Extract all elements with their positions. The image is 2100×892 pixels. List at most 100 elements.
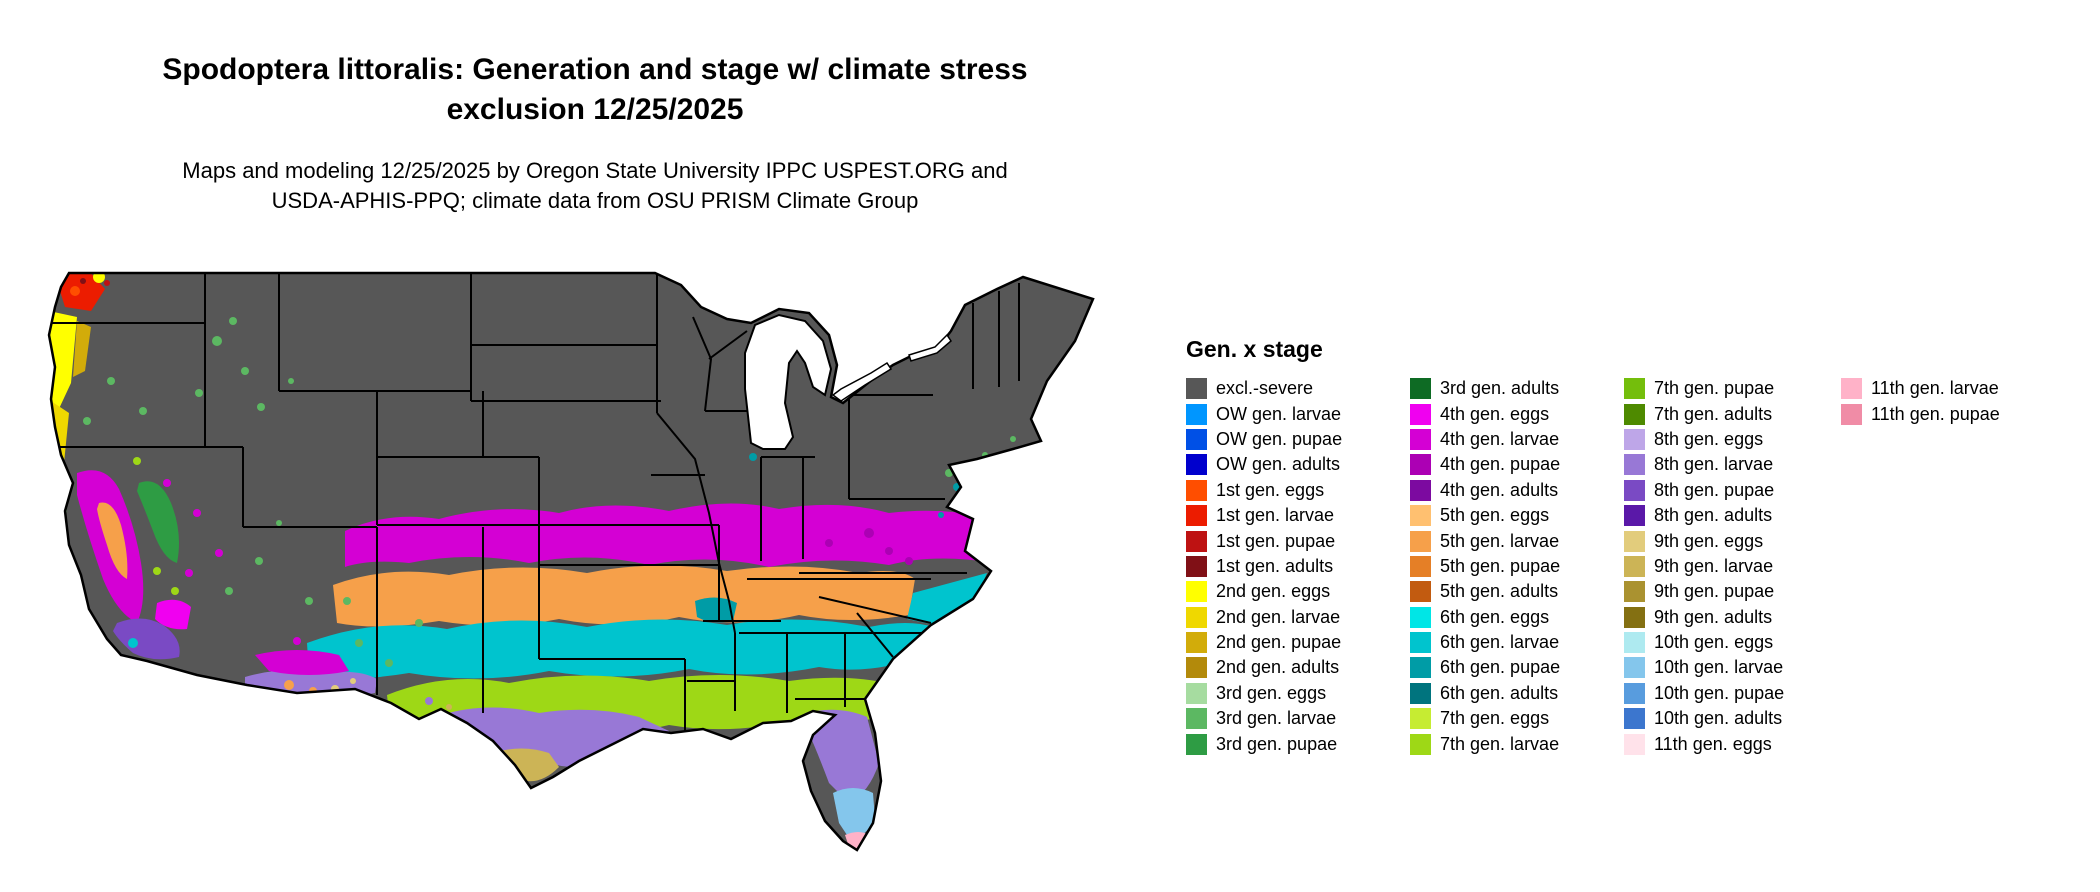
legend-swatch [1410, 378, 1431, 400]
legend-swatch [1186, 657, 1207, 679]
region-gen10-south-florida [833, 788, 875, 841]
legend-swatch [1841, 378, 1862, 400]
lake-erie [831, 361, 893, 402]
legend-item-label: 3rd gen. eggs [1216, 682, 1327, 703]
legend-item: 6th gen. eggs [1410, 605, 1560, 630]
legend-item-label: OW gen. pupae [1216, 428, 1343, 449]
legend-item: 8th gen. eggs [1624, 427, 1784, 452]
legend-item: 8th gen. larvae [1624, 452, 1784, 477]
legend-swatch [1410, 657, 1431, 679]
legend-item: 5th gen. eggs [1410, 503, 1560, 528]
legend-item-label: 4th gen. eggs [1440, 403, 1550, 424]
lake-ontario [908, 333, 952, 362]
region-green-speckles [83, 317, 1016, 667]
map-subtitle-line2: USDA-APHIS-PPQ; climate data from OSU PR… [271, 188, 919, 213]
legend-item-label: excl.-severe [1216, 378, 1314, 399]
legend-swatch [1186, 606, 1207, 628]
legend-item: 6th gen. pupae [1410, 655, 1560, 680]
legend-item: 1st gen. pupae [1186, 528, 1342, 553]
region-gen1-adults-wa-spot [80, 278, 86, 284]
legend-item: 3rd gen. pupae [1186, 731, 1342, 756]
legend-item-label: 10th gen. pupae [1654, 682, 1785, 703]
state-borders [49, 273, 1020, 733]
region-gen6-band [307, 619, 939, 679]
legend-item-label: 8th gen. larvae [1654, 454, 1774, 475]
legend-item-label: 2nd gen. adults [1216, 657, 1340, 678]
legend-item-label: 9th gen. eggs [1654, 530, 1764, 551]
region-gen6-socal-spot [128, 638, 138, 648]
legend-column-2: 3rd gen. adults 4th gen. eggs 4th gen. lar… [1410, 376, 1560, 757]
legend-column-4: 11th gen. larvae 11th gen. pupae [1841, 376, 2000, 427]
legend-item-label: 10th gen. larvae [1654, 657, 1784, 678]
legend-item: 11th gen. pupae [1841, 401, 2000, 426]
region-excluded-base [49, 273, 1093, 850]
legend-swatch [1624, 403, 1645, 425]
region-gen1-eggs-wa-spot [70, 286, 80, 296]
map-subtitle-line1: Maps and modeling 12/25/2025 by Oregon S… [182, 158, 1008, 183]
legend-item: 2nd gen. eggs [1186, 579, 1342, 604]
legend-item-label: 9th gen. adults [1654, 606, 1773, 627]
legend-swatch [1410, 454, 1431, 476]
legend-item: 3rd gen. eggs [1186, 681, 1342, 706]
legend-item-label: 11th gen. eggs [1654, 733, 1772, 754]
legend-item: 7th gen. larvae [1410, 731, 1560, 756]
legend-item-label: 9th gen. larvae [1654, 555, 1774, 576]
legend-item-label: 3rd gen. adults [1440, 378, 1560, 399]
legend-item: OW gen. pupae [1186, 427, 1342, 452]
legend-swatch [1410, 530, 1431, 552]
legend-swatch [1186, 733, 1207, 755]
legend-item: 10th gen. adults [1624, 706, 1784, 731]
legend-item-label: 11th gen. pupae [1871, 403, 2000, 424]
legend-item-label: 5th gen. eggs [1440, 505, 1550, 526]
region-gen5-band [333, 565, 915, 627]
legend-item-label: 6th gen. pupae [1440, 657, 1561, 678]
legend-item: 2nd gen. adults [1186, 655, 1342, 680]
legend-swatch [1410, 555, 1431, 577]
legend-swatch [1410, 428, 1431, 450]
legend-item: 3rd gen. larvae [1186, 706, 1342, 731]
legend-item: 10th gen. eggs [1624, 630, 1784, 655]
legend-swatch [1186, 581, 1207, 603]
legend-item-label: 1st gen. adults [1216, 555, 1334, 576]
legend-item-label: 5th gen. adults [1440, 581, 1559, 602]
map-title: Spodoptera littoralis: Generation and st… [95, 50, 1095, 130]
legend-swatch [1624, 428, 1645, 450]
legend-item: 7th gen. eggs [1410, 706, 1560, 731]
legend-item: 8th gen. pupae [1624, 478, 1784, 503]
lake-michigan-huron [744, 313, 833, 450]
legend-item-label: OW gen. larvae [1216, 403, 1342, 424]
legend-item-label: 3rd gen. pupae [1216, 733, 1338, 754]
us-map-svg [47, 271, 1095, 852]
legend-swatch [1624, 733, 1645, 755]
region-gen3-sierra [137, 481, 179, 563]
legend-item: 6th gen. adults [1410, 681, 1560, 706]
legend-item: 5th gen. larvae [1410, 528, 1560, 553]
legend-item: 8th gen. adults [1624, 503, 1784, 528]
legend-item: 7th gen. adults [1624, 401, 1784, 426]
legend-swatch [1624, 454, 1645, 476]
legend-swatch [1410, 479, 1431, 501]
legend-item-label: OW gen. adults [1216, 454, 1341, 475]
legend-item: 9th gen. larvae [1624, 554, 1784, 579]
legend-item-label: 1st gen. pupae [1216, 530, 1336, 551]
legend-item-label: 7th gen. larvae [1440, 733, 1560, 754]
legend-item: 4th gen. eggs [1410, 401, 1560, 426]
region-gen8-texas [441, 707, 669, 769]
legend-item-label: 6th gen. larvae [1440, 632, 1560, 653]
region-gen8-westtx-spots [425, 697, 433, 705]
us-map [47, 261, 1132, 865]
legend-item: OW gen. larvae [1186, 401, 1342, 426]
region-gen2-oregon-inland [73, 321, 91, 377]
region-gen4-pupae-appalachia [825, 528, 913, 565]
legend-swatch [1624, 682, 1645, 704]
legend-column-1: excl.-severe OW gen. larvae OW gen. pupae O… [1186, 376, 1342, 757]
map-subtitle: Maps and modeling 12/25/2025 by Oregon S… [95, 156, 1095, 216]
map-title-line1: Spodoptera littoralis: Generation and st… [162, 53, 1028, 86]
legend-swatch [1186, 505, 1207, 527]
legend-item: 5th gen. pupae [1410, 554, 1560, 579]
legend-item: 5th gen. adults [1410, 579, 1560, 604]
region-gen4-socal [155, 599, 191, 630]
region-gen6-ozark-patch [695, 597, 737, 623]
region-gen4-band [345, 503, 995, 567]
